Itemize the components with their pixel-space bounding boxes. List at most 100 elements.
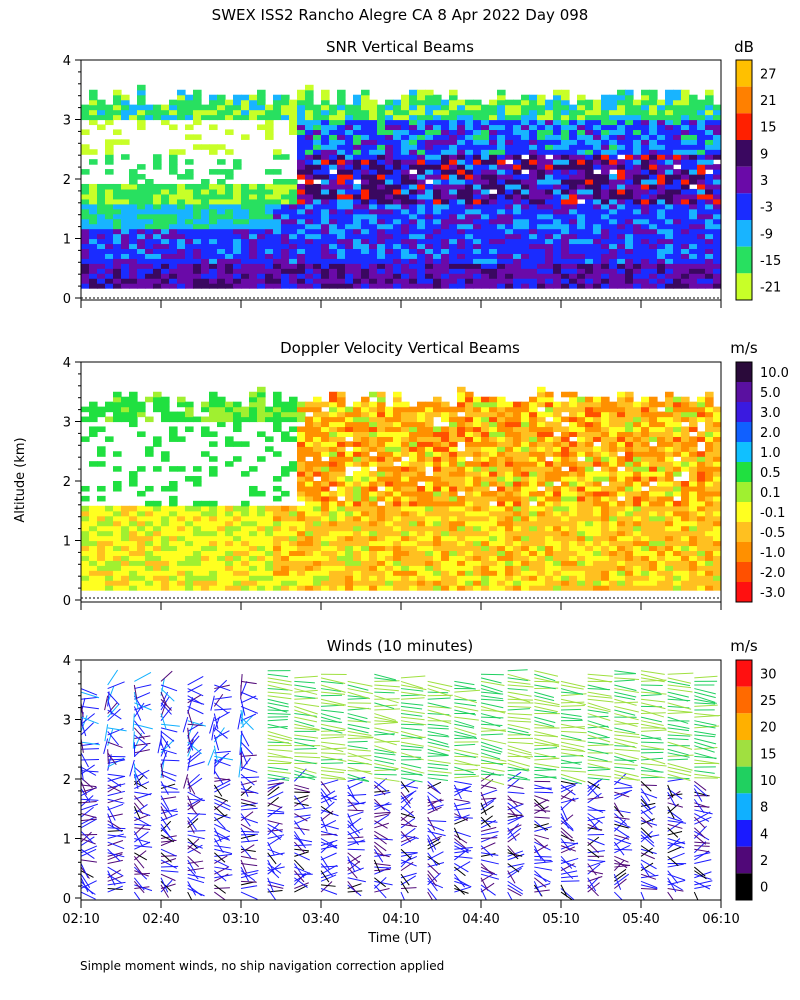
heatmap-cell [545,520,554,527]
heatmap-cell [81,263,90,269]
heatmap-cell [689,169,698,175]
heatmap-cell [449,530,458,537]
heatmap-cell [345,500,354,507]
heatmap-cell [393,565,402,571]
heatmap-cell [313,198,322,205]
heatmap-cell [369,525,378,532]
heatmap-cell [153,466,162,472]
heatmap-cell [489,258,498,264]
heatmap-cell [329,174,338,180]
heatmap-cell [329,565,338,571]
heatmap-cell [113,451,122,457]
heatmap-cell [385,456,394,462]
heatmap-cell [489,461,498,467]
heatmap-cell [521,164,530,170]
heatmap-cell [289,550,298,556]
heatmap-cell [105,283,114,289]
heatmap-cell [465,441,474,447]
heatmap-cell [561,203,570,210]
heatmap-cell [633,213,642,220]
heatmap-cell [81,515,90,522]
heatmap-cell [193,114,202,121]
heatmap-cell [217,580,226,586]
heatmap-cell [609,213,618,220]
heatmap-cell [673,139,682,145]
heatmap-cell [401,421,410,428]
heatmap-cell [329,466,338,472]
heatmap-cell [601,466,610,472]
heatmap-cell [377,476,386,482]
heatmap-cell [545,183,554,190]
heatmap-cell [425,218,434,225]
heatmap-cell [225,104,234,111]
heatmap-cell [537,505,546,512]
heatmap-cell [177,510,186,517]
heatmap-cell [441,485,450,492]
heatmap-cell [97,114,106,121]
heatmap-cell [345,421,354,428]
heatmap-cell [169,560,178,566]
heatmap-cell [673,193,682,200]
heatmap-cell [697,188,706,195]
heatmap-cell [185,575,194,581]
heatmap-cell [153,500,162,507]
heatmap-cell [225,570,234,576]
heatmap-cell [169,233,178,240]
heatmap-cell [697,223,706,230]
heatmap-cell [577,535,586,542]
heatmap-cell [593,495,602,502]
heatmap-cell [465,555,474,561]
heatmap-cell [425,550,434,556]
heatmap-cell [313,436,322,442]
heatmap-cell [569,525,578,532]
heatmap-cell [185,213,194,220]
heatmap-cell [473,179,482,185]
heatmap-cell [169,550,178,556]
heatmap-cell [361,485,370,492]
heatmap-cell [489,431,498,437]
heatmap-cell [529,154,538,160]
heatmap-cell [433,461,442,467]
heatmap-cell [353,441,362,447]
heatmap-cell [305,535,314,542]
heatmap-cell [257,535,266,542]
heatmap-cell [457,134,466,140]
heatmap-cell [97,461,106,467]
colorbar-label: 15 [760,121,777,136]
heatmap-cell [473,223,482,230]
heatmap-cell [441,431,450,437]
heatmap-cell [433,99,442,106]
heatmap-cell [113,208,122,215]
heatmap-cell [449,139,458,145]
heatmap-cell [569,179,578,185]
heatmap-cell [209,223,218,230]
doppler-title: Doppler Velocity Vertical Beams [280,339,520,357]
heatmap-cell [129,476,138,482]
heatmap-cell [209,505,218,512]
heatmap-cell [553,134,562,140]
heatmap-cell [369,119,378,126]
heatmap-cell [529,149,538,155]
heatmap-cell [553,159,562,165]
heatmap-cell [529,203,538,210]
heatmap-cell [377,525,386,532]
heatmap-cell [385,560,394,566]
heatmap-cell [641,169,650,175]
heatmap-cell [377,144,386,150]
heatmap-cell [121,253,130,259]
heatmap-cell [97,485,106,492]
heatmap-cell [593,515,602,522]
heatmap-cell [377,159,386,165]
heatmap-cell [305,124,314,131]
heatmap-cell [449,183,458,190]
heatmap-cell [329,218,338,225]
heatmap-cell [129,223,138,230]
heatmap-cell [497,510,506,517]
heatmap-cell [601,253,610,259]
heatmap-cell [257,505,266,512]
heatmap-cell [513,188,522,195]
heatmap-cell [401,129,410,135]
heatmap-cell [593,505,602,512]
heatmap-cell [489,208,498,215]
heatmap-cell [169,278,178,284]
